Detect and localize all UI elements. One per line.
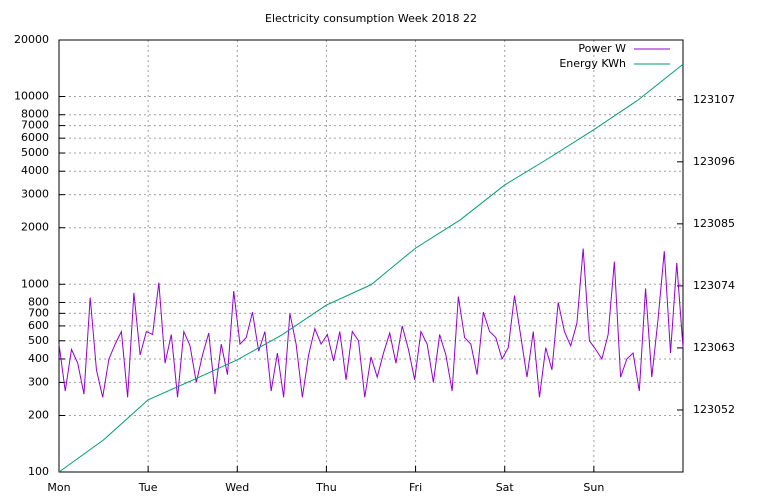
y-tick-label: 400	[28, 352, 49, 365]
y-tick-label: 500	[28, 334, 49, 347]
y-tick-label: 200	[28, 408, 49, 421]
y2-tick-label: 123085	[693, 217, 735, 230]
plot-border	[58, 39, 684, 473]
y2-tick-label: 123063	[693, 341, 735, 354]
y-tick-label: 3000	[21, 188, 49, 201]
x-tick-label: Sun	[583, 481, 604, 494]
x-tick-label: Wed	[225, 481, 249, 494]
y-tick-label: 5000	[21, 146, 49, 159]
data-line	[58, 248, 684, 398]
y2-tick-label: 123074	[693, 279, 735, 292]
y-tick-label: 6000	[21, 131, 49, 144]
y-tick-label: 300	[28, 375, 49, 388]
data-line	[58, 63, 684, 473]
y-tick-label: 10000	[14, 90, 49, 103]
y-tick-label: 8000	[21, 108, 49, 121]
x-tick-label: Sat	[496, 481, 515, 494]
y-tick-label: 800	[28, 295, 49, 308]
y-tick-label: 600	[28, 319, 49, 332]
y-tick-label: 20000	[14, 33, 49, 46]
y-tick-label: 7000	[21, 119, 49, 132]
y2-tick-label: 123096	[693, 155, 735, 168]
x-tick-label: Mon	[47, 481, 70, 494]
y2-tick-label: 123107	[693, 93, 735, 106]
legend-label: Energy KWh	[559, 57, 626, 70]
y-tick-label: 700	[28, 306, 49, 319]
y-tick-label: 4000	[21, 164, 49, 177]
y-tick-label: 100	[28, 465, 49, 478]
legend-label: Power W	[578, 42, 626, 55]
y2-tick-label: 123052	[693, 403, 735, 416]
x-tick-label: Fri	[409, 481, 422, 494]
x-tick-label: Thu	[315, 481, 337, 494]
x-tick-label: Tue	[138, 481, 158, 494]
chart-title: Electricity consumption Week 2018 22	[265, 12, 477, 25]
y-tick-label: 1000	[21, 277, 49, 290]
y-tick-label: 2000	[21, 221, 49, 234]
